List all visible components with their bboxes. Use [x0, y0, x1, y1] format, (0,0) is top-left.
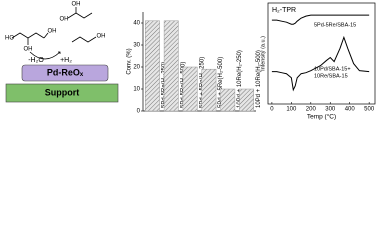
bar: [163, 20, 179, 112]
propanediol-skeleton: [71, 36, 97, 43]
chart-title: H₂-TPR: [272, 7, 296, 14]
molecule-label: OH: [97, 34, 106, 40]
plot-frame: [267, 2, 376, 105]
y-tick-label: 0: [137, 109, 141, 115]
molecule-label: OH: [48, 29, 57, 35]
bond: [43, 32, 49, 39]
support-label: Support: [45, 87, 80, 97]
annotation: 10Re/SBA-15: [314, 73, 348, 79]
bar: [182, 66, 198, 112]
annotation: 10Pd/SBA-15+: [314, 66, 351, 72]
x-tick-label: 500: [364, 107, 375, 113]
catalyst-box: [21, 64, 109, 82]
x-tick-label: 200: [306, 107, 317, 113]
reaction-label: +H₂: [60, 57, 72, 64]
y-tick-label: 40: [133, 21, 140, 27]
y-tick-label: 20: [133, 65, 140, 71]
molecule-label: HO: [5, 36, 14, 42]
bar: [201, 68, 217, 112]
arrow-head: [58, 51, 61, 54]
category-label: 5Pd + 5Re(H₂-500): [218, 57, 224, 108]
x-axis-label: Temp (°C): [307, 113, 336, 121]
molecule-label: OH: [24, 47, 33, 53]
line-series: [271, 35, 370, 92]
y-axis-label: Conv. (%): [127, 48, 133, 74]
category-label: 10Pd + 10Re(H₂-500): [256, 50, 262, 108]
reaction-label: -H₂O: [28, 57, 44, 64]
bar: [145, 20, 160, 112]
y-tick-label: 10: [133, 87, 140, 93]
category-label: 10Pd + 10Re(H₂-250): [237, 50, 243, 108]
bar: [239, 88, 254, 112]
glycerol-skeleton: [11, 32, 45, 39]
y-axis-label: Intensity (a.u.): [260, 36, 266, 71]
scheme: [11, 7, 97, 60]
molecule-label: OH: [60, 17, 69, 23]
x-tick-label: 300: [325, 107, 336, 113]
catalyst-label: Pd-ReOₓ: [47, 67, 84, 77]
y-tick-label: 30: [133, 43, 140, 49]
graphic: HO OH OH OH OH OH -H₂O +H₂ Pd-ReOₓ Suppo…: [5, 2, 376, 121]
molecule-label: OH: [72, 2, 81, 8]
x-tick-label: 400: [345, 107, 356, 113]
x-tick-label: 0: [270, 107, 274, 113]
bar: [220, 88, 236, 112]
diol-skeleton: [67, 12, 93, 19]
support-box: [5, 83, 119, 103]
line-series: [271, 14, 370, 25]
x-tick-label: 100: [286, 107, 297, 113]
annotation: 5Pd-5Re/SBA-15: [314, 22, 356, 28]
arrow: [29, 51, 61, 60]
